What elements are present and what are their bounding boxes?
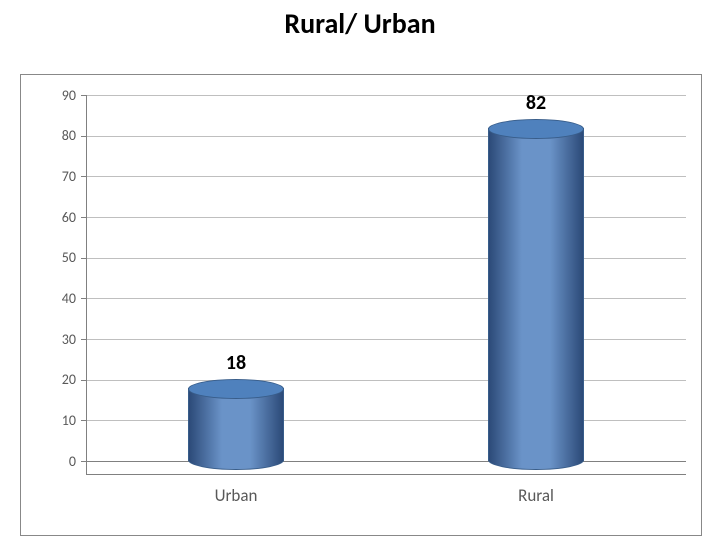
bar-body bbox=[488, 128, 584, 461]
bar-top-cap bbox=[488, 119, 584, 139]
gridline bbox=[86, 380, 686, 381]
x-tick-label: Rural bbox=[456, 485, 616, 506]
data-label: 82 bbox=[488, 91, 584, 115]
x-tick-label: Urban bbox=[156, 485, 316, 506]
chart-frame: 0 10 20 30 40 50 60 70 80 90 18 Urban 82 Rural bbox=[20, 74, 702, 536]
gridline bbox=[86, 136, 686, 137]
gridline bbox=[86, 176, 686, 177]
y-axis bbox=[86, 95, 87, 475]
gridline bbox=[86, 258, 686, 259]
slide: Rural/ Urban 0 10 20 30 40 50 60 70 80 90 18 Urban 8… bbox=[0, 0, 720, 540]
gridline bbox=[86, 217, 686, 218]
bar bbox=[188, 379, 284, 470]
y-tick-label: 20 bbox=[36, 371, 76, 388]
y-tick-label: 70 bbox=[36, 168, 76, 185]
y-tick-label: 60 bbox=[36, 209, 76, 226]
y-tick-label: 0 bbox=[36, 453, 76, 470]
y-tick-label: 40 bbox=[36, 290, 76, 307]
gridline bbox=[86, 95, 686, 96]
y-tick-label: 50 bbox=[36, 249, 76, 266]
y-tick-label: 10 bbox=[36, 412, 76, 429]
gridline bbox=[86, 339, 686, 340]
plot-area: 010203040506070809018Urban82Rural bbox=[86, 95, 686, 475]
page-title: Rural/ Urban bbox=[0, 6, 720, 41]
y-tick-label: 80 bbox=[36, 127, 76, 144]
bar bbox=[488, 119, 584, 470]
data-label: 18 bbox=[188, 351, 284, 375]
bar-top-cap bbox=[188, 379, 284, 399]
y-tick-label: 30 bbox=[36, 331, 76, 348]
y-tick-label: 90 bbox=[36, 87, 76, 104]
gridline bbox=[86, 298, 686, 299]
chart-floor bbox=[86, 461, 686, 475]
gridline bbox=[86, 420, 686, 421]
